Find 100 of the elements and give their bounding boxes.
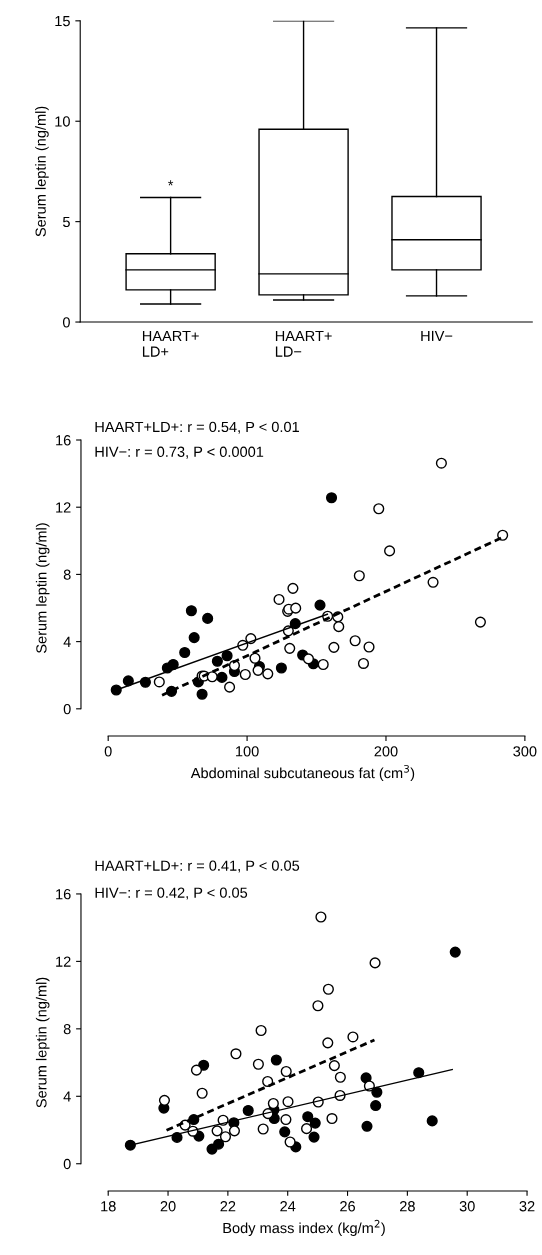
point: [270, 1054, 282, 1066]
point: [300, 1123, 313, 1135]
point: [230, 1048, 242, 1060]
point: [353, 570, 365, 582]
point: [255, 1024, 267, 1037]
x-tick-label: 32: [519, 1201, 535, 1212]
point: [325, 492, 338, 504]
point: [347, 1031, 359, 1043]
point: [257, 1123, 269, 1135]
point: [328, 1060, 340, 1072]
point: [211, 1125, 223, 1137]
point: [357, 657, 370, 670]
point: [202, 612, 214, 624]
point: [219, 1131, 232, 1143]
point: [122, 675, 134, 687]
point: [333, 621, 345, 633]
y-tick-label: 4: [63, 636, 71, 647]
y-axis-title: Serum leptin (ng/ml): [35, 977, 50, 1108]
point: [427, 576, 439, 588]
point: [308, 1131, 320, 1143]
text: HAART+LD+: r = 0.54, P < 0.01: [95, 421, 299, 434]
point: [213, 1138, 225, 1150]
point: [370, 1100, 382, 1112]
text: HAART+LD+: r = 0.41, P < 0.05: [95, 860, 300, 873]
point: [349, 635, 361, 647]
point: [302, 1111, 314, 1123]
point: [363, 641, 375, 653]
x-tick-label: 200: [374, 746, 398, 757]
y-tick-label: 0: [62, 317, 70, 328]
point: [322, 983, 334, 995]
point: [284, 1136, 296, 1148]
x-tick-label: HAART+ LD−: [275, 330, 332, 357]
y-tick-label: 16: [56, 889, 71, 900]
point: [426, 1115, 438, 1127]
point: [361, 1120, 373, 1132]
y-axis-title: Serum leptin (ng/ml): [35, 106, 49, 237]
point: [196, 688, 208, 700]
point: [328, 641, 340, 653]
y-tick-label: 8: [63, 569, 71, 580]
point: [167, 658, 179, 671]
point: [280, 1065, 292, 1078]
y-tick-label: 10: [55, 116, 70, 127]
point: [282, 1096, 294, 1108]
x-tick-label: 100: [236, 746, 259, 757]
point: [287, 582, 299, 594]
point: [242, 1104, 254, 1117]
point: [249, 652, 261, 664]
x-tick-label: 30: [459, 1201, 475, 1212]
y-tick-label: 4: [63, 1091, 71, 1102]
point: [280, 1114, 292, 1126]
point: [158, 1094, 171, 1106]
point: [221, 650, 233, 662]
point: [334, 1071, 346, 1083]
point: [413, 1067, 425, 1079]
point: [322, 1037, 334, 1049]
annotation: *: [168, 180, 174, 186]
point: [290, 602, 302, 614]
point: [373, 503, 385, 515]
point: [262, 1075, 274, 1088]
y-tick-label: 0: [63, 1158, 71, 1170]
y-tick-label: 16: [56, 435, 71, 446]
point: [317, 658, 329, 671]
y-axis-title: Serum leptin (ng/ml): [35, 523, 50, 654]
point: [273, 593, 285, 605]
point: [302, 653, 315, 665]
x-tick-label: 20: [160, 1201, 176, 1212]
point: [371, 1086, 383, 1098]
y-tick-label: 12: [56, 502, 71, 513]
point: [275, 662, 287, 674]
x-axis-title: Abdominal subcutaneous fat (cm$^{3}$): [190, 764, 415, 782]
annotation: HIV−: r = 0.42, P < 0.05: [95, 887, 248, 900]
point: [196, 1087, 208, 1099]
y-tick-label: 5: [62, 216, 70, 228]
point: [284, 642, 296, 654]
point: [190, 1064, 203, 1076]
x-tick-label: 18: [101, 1201, 116, 1212]
x-tick-label: 22: [220, 1201, 236, 1212]
point: [497, 529, 509, 541]
point: [239, 668, 251, 681]
y-tick-label: 0: [63, 703, 71, 715]
x-axis-title: Body mass index (kg/m$^{2}$): [223, 1219, 385, 1237]
point: [224, 681, 236, 693]
annotation: HIV−: r = 0.73, P < 0.0001: [95, 446, 264, 459]
x-tick-label: HIV−: [421, 330, 453, 341]
point: [185, 605, 197, 617]
x-tick-label: 300: [513, 746, 537, 757]
point: [188, 632, 200, 644]
y-tick-label: 8: [63, 1023, 71, 1035]
point: [314, 599, 326, 611]
x-tick-label: 28: [400, 1201, 415, 1212]
x-tick-label: HAART+ LD+: [142, 330, 199, 357]
point: [309, 1117, 321, 1129]
y-tick-label: 15: [55, 16, 70, 27]
point: [449, 946, 461, 958]
point: [435, 457, 447, 469]
point: [267, 1097, 279, 1110]
x-tick-label: 24: [280, 1201, 296, 1212]
point: [262, 668, 274, 680]
point: [279, 1126, 291, 1138]
y-tick-label: 12: [56, 956, 71, 967]
